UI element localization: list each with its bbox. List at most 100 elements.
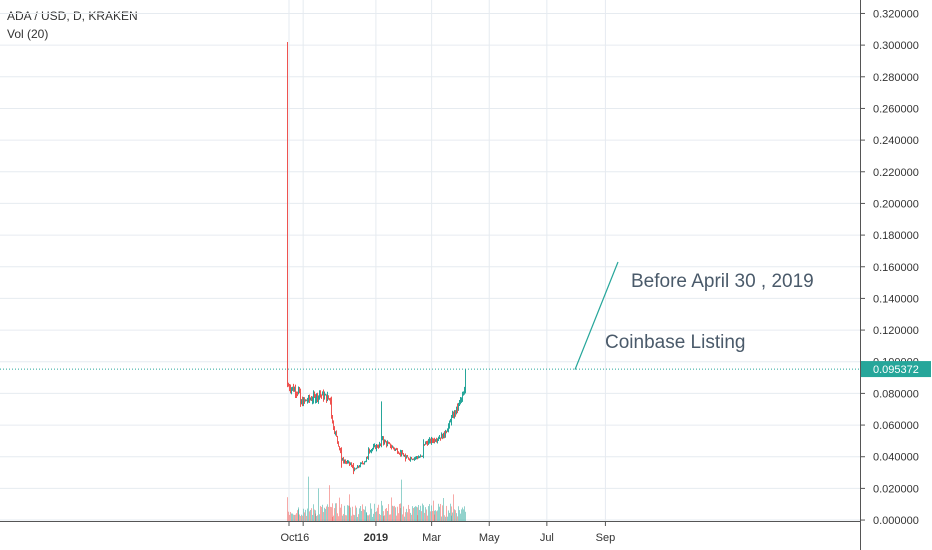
price-tick-label: 0.300000 — [873, 40, 919, 52]
price-tick-label: 0.280000 — [873, 72, 919, 84]
chart-title: ADA / USD, D, KRAKEN — [7, 9, 138, 23]
volume-bar — [313, 504, 314, 521]
candle-body — [389, 443, 390, 445]
candle-body — [335, 432, 336, 434]
candle-body — [352, 465, 353, 468]
candle-body — [457, 406, 458, 410]
candle-body — [290, 388, 291, 391]
volume-bar — [290, 511, 291, 521]
volume-bar — [409, 509, 410, 521]
candle-body — [340, 448, 341, 452]
volume-bar — [356, 507, 357, 521]
candle-body — [420, 455, 421, 458]
candle-body — [446, 431, 447, 433]
candle-body — [357, 465, 358, 469]
candle-body — [438, 438, 439, 440]
volume-indicator-label[interactable]: Vol (20) — [7, 27, 49, 41]
candle-body — [337, 436, 338, 442]
volume-bar — [440, 503, 441, 521]
candle-body — [345, 461, 346, 463]
volume-bar — [397, 506, 398, 521]
volume-bar — [330, 506, 331, 521]
volume-bar — [408, 504, 409, 521]
price-tick-label: 0.320000 — [873, 8, 919, 20]
volume-bar — [402, 514, 403, 521]
volume-bar — [404, 516, 405, 521]
candle-body — [385, 440, 386, 443]
candle-body — [427, 442, 428, 445]
candle-body — [412, 459, 413, 461]
last-price-value: 0.095372 — [873, 364, 919, 376]
candle-body — [456, 406, 457, 414]
candle-body — [347, 461, 348, 463]
candle-body — [423, 444, 424, 457]
candle-body — [309, 396, 310, 400]
volume-bar — [326, 506, 327, 521]
price-axis[interactable]: 0.320000 0.300000 0.280000 0.260000 0.240000… — [860, 0, 919, 550]
volume-bar — [429, 504, 430, 521]
candle-body — [321, 394, 322, 396]
candle-body — [332, 421, 333, 423]
volume-bar — [328, 506, 329, 521]
candle-body — [417, 457, 418, 459]
candle-body — [463, 394, 464, 396]
candle-body — [394, 448, 395, 450]
price-tick-label: 0.080000 — [873, 388, 919, 400]
volume-bars — [287, 476, 466, 521]
candle-body — [424, 444, 425, 446]
volume-bar — [410, 512, 411, 521]
volume-bar — [324, 507, 325, 521]
volume-bar — [348, 505, 349, 521]
candle-body — [396, 449, 397, 451]
candle-body — [336, 432, 337, 437]
volume-bar — [319, 514, 320, 521]
price-tick-label: 0.240000 — [873, 135, 919, 147]
volume-bar — [434, 514, 435, 521]
volume-bar — [353, 514, 354, 521]
candle-body — [377, 445, 378, 448]
candle-body — [447, 430, 448, 432]
candle-body — [325, 394, 326, 396]
volume-bar — [458, 506, 459, 521]
time-tick-label: May — [479, 532, 500, 544]
volume-bar — [306, 515, 307, 521]
time-axis[interactable]: Oct 16 2019 Mar May Jul Sep — [0, 521, 860, 544]
candle-body — [402, 452, 403, 455]
volume-bar — [314, 509, 315, 521]
candle-body — [301, 400, 302, 403]
volume-bar — [381, 500, 382, 521]
volume-bar — [451, 515, 452, 521]
candle-body — [327, 395, 328, 401]
candle-body — [405, 456, 406, 459]
annotation-trendline — [574, 261, 619, 370]
volume-bar — [394, 505, 395, 521]
grid-lines — [0, 0, 860, 521]
volume-bar — [298, 507, 299, 521]
volume-bar — [462, 507, 463, 521]
candle-body — [397, 449, 398, 453]
candle-body — [305, 399, 306, 401]
volume-bar — [334, 508, 335, 521]
volume-bar — [446, 505, 447, 521]
volume-bar — [354, 515, 355, 521]
volume-bar — [448, 510, 449, 521]
volume-bar — [441, 516, 442, 521]
volume-bar — [455, 510, 456, 521]
candle-body — [418, 457, 419, 459]
volume-bar — [368, 515, 369, 521]
volume-bar — [341, 504, 342, 521]
volume-bar — [418, 505, 419, 521]
volume-bar — [414, 507, 415, 521]
volume-bar — [392, 505, 393, 521]
volume-bar — [424, 512, 425, 521]
volume-bar — [365, 506, 366, 521]
candle-body — [461, 398, 462, 400]
candle-body — [403, 454, 404, 457]
candle-body — [443, 432, 444, 439]
volume-bar — [336, 503, 337, 521]
candle-body — [391, 447, 392, 449]
candle-body — [433, 440, 434, 442]
volume-bar — [386, 508, 387, 521]
volume-bar — [359, 508, 360, 521]
